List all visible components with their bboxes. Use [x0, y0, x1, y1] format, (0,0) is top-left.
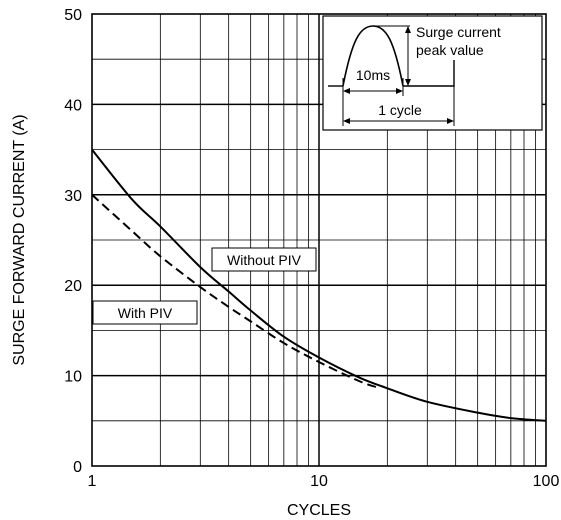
legend-without-piv: Without PIV [211, 247, 317, 272]
inset-10ms-arrowhead-right [396, 88, 403, 94]
x-axis-title: CYCLES [287, 502, 351, 519]
legend-with-piv: With PIV [92, 300, 198, 325]
plot-area-frame [91, 13, 547, 467]
x-tick-label: 10 [310, 473, 328, 490]
legend-with-piv-label: With PIV [118, 305, 173, 321]
curves [91, 148, 547, 422]
x-tick-labels: 1 10 100 [88, 473, 560, 490]
inset-cycle-arrowhead-left [343, 118, 350, 124]
y-tick-label: 30 [64, 188, 82, 205]
series-line-without-piv [91, 148, 547, 422]
waveform-inset: Surge current peak value 10ms 1 cycle [322, 15, 543, 131]
y-axis-title: SURGE FORWARD CURRENT (A) [11, 114, 28, 365]
inset-halfwave-label: 10ms [356, 67, 390, 83]
legend-with-piv-box [92, 300, 198, 325]
inset-box [322, 15, 543, 131]
inset-peak-label-line1: Surge current [416, 24, 501, 40]
inset-peak-arrowhead-top [405, 26, 411, 33]
series-line-with-piv [91, 194, 378, 389]
inset-halfwave [342, 25, 404, 87]
y-tick-label: 10 [64, 369, 82, 386]
legend-without-piv-label: Without PIV [227, 252, 302, 268]
y-tick-label: 0 [73, 459, 82, 476]
y-tick-labels: 0 10 20 30 40 50 [64, 7, 82, 476]
inset-peak-arrowhead-bottom [405, 79, 411, 86]
inset-cycle-arrowhead-right [447, 118, 454, 124]
y-tick-label: 40 [64, 97, 82, 114]
x-tick-label: 100 [533, 473, 560, 490]
y-tick-label: 20 [64, 278, 82, 295]
inset-cycle-label: 1 cycle [378, 102, 422, 118]
x-tick-label: 1 [88, 473, 97, 490]
y-tick-label: 50 [64, 7, 82, 24]
inset-peak-label-line2: peak value [416, 42, 484, 58]
inset-10ms-arrowhead-left [343, 88, 350, 94]
legend-without-piv-box [211, 247, 317, 272]
